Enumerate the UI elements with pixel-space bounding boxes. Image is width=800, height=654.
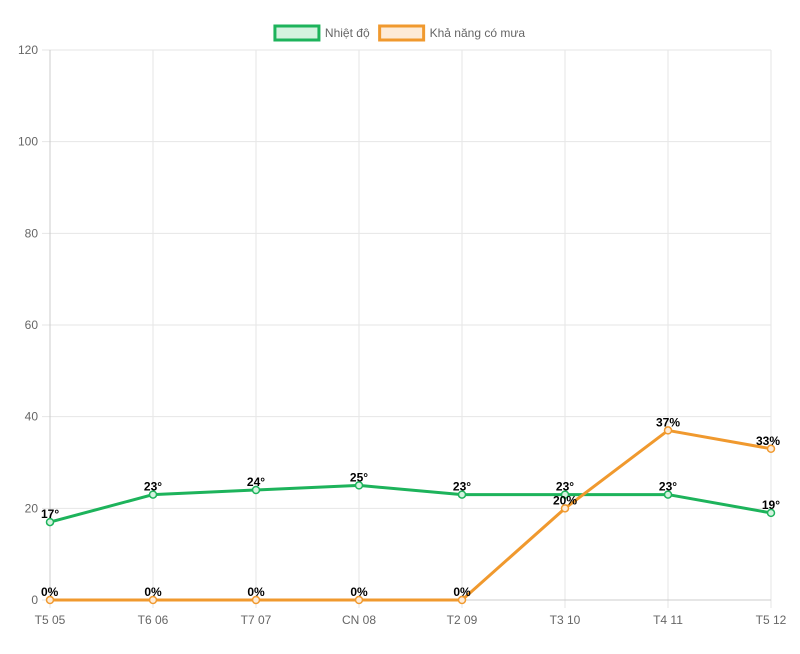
data-point[interactable] [45,595,55,605]
legend-swatch [378,24,426,42]
data-label: 37% [656,415,680,429]
chart-grid [42,49,772,608]
x-tick-label: T6 06 [138,613,169,627]
y-tick-label: 100 [18,135,38,149]
series-line-1 [50,428,772,602]
data-point[interactable] [251,485,261,495]
series-line-0 [49,483,772,524]
y-tick-label: 60 [25,318,39,332]
data-label: 23° [556,480,574,494]
legend-label: Khả năng có mưa [430,26,526,40]
data-label: 23° [144,480,162,494]
data-point[interactable] [354,595,364,605]
legend-item-1[interactable]: Khả năng có mưa [378,24,526,42]
y-tick-label: 40 [25,410,39,424]
data-point[interactable] [766,508,776,518]
data-point[interactable] [354,481,364,490]
data-label: 20% [553,493,577,507]
data-point[interactable] [457,490,467,499]
x-tick-label: T2 09 [447,613,478,627]
y-tick-label: 120 [18,43,38,57]
x-tick-label: T7 07 [241,613,272,627]
x-tick-label: T4 11 [653,613,683,627]
data-label: 24° [247,475,265,489]
data-label: 0% [144,585,162,599]
data-label: 33% [756,434,780,448]
data-point[interactable] [560,490,570,499]
chart-data-labels: 17° 23° 24° 25° 23° 23° 23° 19° 0% 0% 0% 0% 0% 20% 37%… [41,415,780,599]
data-label: 0% [41,585,59,599]
legend-label: Nhiệt độ [325,26,370,40]
x-tick-label: T5 05 [35,613,66,627]
legend-item-0[interactable]: Nhiệt độ [273,24,370,42]
data-label: 23° [453,480,471,494]
data-point[interactable] [148,595,158,605]
data-point[interactable] [251,595,261,605]
y-tick-label: 0 [31,593,38,607]
x-tick-label: T5 12 [756,613,787,627]
data-point[interactable] [457,595,467,605]
chart-legend[interactable]: Nhiệt độ Khả năng có mưa [273,24,526,42]
data-label: 0% [247,585,265,599]
data-point[interactable] [663,490,673,499]
data-point[interactable] [45,517,55,527]
data-point[interactable] [766,444,776,453]
data-point[interactable] [560,504,570,513]
data-point[interactable] [663,426,673,435]
data-label: 23° [659,480,677,494]
x-tick-label: CN 08 [342,613,376,627]
legend-swatch [273,24,321,42]
x-tick-label: T3 10 [550,613,581,627]
data-label: 25° [350,470,368,484]
data-label: 19° [762,498,780,512]
y-tick-label: 20 [25,501,39,515]
chart-series [45,426,776,605]
chart-axes: 0 20 40 60 80 100 120 T5 05 T6 06 T7 07 CN 08 T2 09… [18,43,787,627]
data-label: 17° [41,507,59,521]
data-point[interactable] [148,490,158,499]
data-label: 0% [453,585,471,599]
y-tick-label: 80 [25,226,39,240]
data-label: 0% [350,585,368,599]
